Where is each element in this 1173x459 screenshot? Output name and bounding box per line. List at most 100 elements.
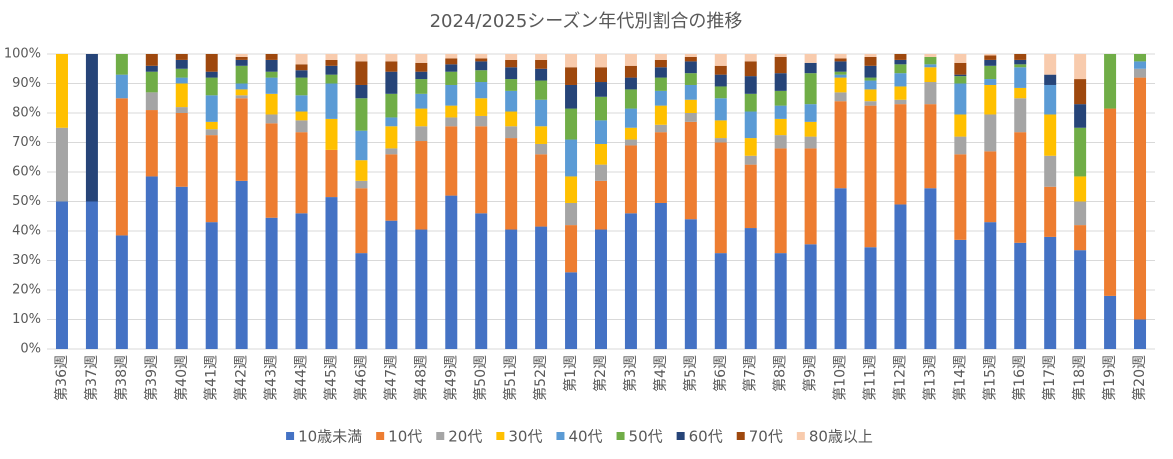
x-tick-label: 第36週 xyxy=(53,355,70,401)
bar-segment xyxy=(445,117,458,127)
bar-segment xyxy=(295,132,308,214)
x-tick-label: 第10週 xyxy=(832,355,849,401)
bar-segment xyxy=(954,114,967,137)
bar-segment xyxy=(1074,127,1087,177)
bar-segment xyxy=(475,70,488,83)
legend-label: 30代 xyxy=(508,428,542,446)
x-tick-label: 第1週 xyxy=(562,355,579,392)
bar-segment xyxy=(744,76,757,94)
bar-segment xyxy=(295,213,308,349)
x-tick-label: 第8週 xyxy=(772,355,789,392)
legend-swatch xyxy=(736,432,745,440)
bar-segment xyxy=(85,54,98,202)
bar-segment xyxy=(654,54,667,60)
bar-segment xyxy=(235,83,248,90)
bar-segment xyxy=(385,126,398,149)
bar-segment xyxy=(744,228,757,349)
bar-segment xyxy=(804,54,817,63)
legend-label: 60代 xyxy=(689,428,723,446)
bar-segment xyxy=(954,62,967,75)
bar-segment xyxy=(714,138,727,143)
bar-segment xyxy=(445,54,458,59)
bar-segment xyxy=(654,202,667,349)
legend-swatch xyxy=(556,432,565,440)
bar-segment xyxy=(535,143,548,155)
bar-segment xyxy=(714,54,727,66)
bar-segment xyxy=(385,93,398,118)
bar-segment xyxy=(355,160,368,181)
bar-segment xyxy=(834,188,847,349)
legend-label: 80歳以上 xyxy=(809,428,873,446)
bar-segment xyxy=(565,272,578,349)
bar-segment xyxy=(924,188,937,349)
bar-segment xyxy=(325,83,338,119)
x-tick-label: 第42週 xyxy=(233,355,250,401)
y-tick-label: 100% xyxy=(4,47,41,62)
bar-segment xyxy=(624,213,637,349)
bar-segment xyxy=(864,89,877,102)
bar-segment xyxy=(205,77,218,96)
bar-segment xyxy=(984,222,997,349)
bar-segment xyxy=(864,105,877,248)
bar-segment xyxy=(864,80,877,90)
bar-segment xyxy=(175,83,188,108)
bar-segment xyxy=(624,89,637,109)
bar-segment xyxy=(415,126,428,142)
legend-label: 10歳未満 xyxy=(298,428,362,446)
bar-segment xyxy=(595,54,607,68)
legend-swatch xyxy=(676,432,685,440)
x-tick-label: 第4週 xyxy=(652,355,669,392)
bar-segment xyxy=(175,107,188,113)
y-tick-label: 10% xyxy=(12,312,41,327)
bar-segment xyxy=(235,65,248,84)
bar-segment xyxy=(834,77,847,93)
bar-segment xyxy=(834,54,847,59)
bar-segment xyxy=(595,229,607,349)
bar-segment xyxy=(1074,201,1087,226)
bar-segment xyxy=(205,135,218,223)
bar-segment xyxy=(505,111,518,127)
x-tick-label: 第2週 xyxy=(592,355,609,392)
bar-segment xyxy=(115,54,128,75)
bar-segment xyxy=(954,54,967,63)
bar-segment xyxy=(1074,225,1087,251)
bar-segment xyxy=(774,148,787,254)
bar-segment xyxy=(235,95,248,99)
bar-segment xyxy=(265,217,278,349)
bar-segment xyxy=(924,67,937,83)
bar-segment xyxy=(894,64,907,74)
bar-segment xyxy=(325,65,338,75)
x-tick-label: 第39週 xyxy=(143,355,160,401)
legend-swatch xyxy=(376,432,385,440)
bar-segment xyxy=(595,96,607,121)
x-tick-label: 第15週 xyxy=(981,355,998,401)
bar-segment xyxy=(385,61,398,72)
bar-segment xyxy=(624,108,637,128)
bar-segment xyxy=(954,76,967,84)
legend-swatch xyxy=(286,432,295,440)
bar-segment xyxy=(774,105,787,119)
y-tick-label: 80% xyxy=(12,106,41,121)
bar-segment xyxy=(804,62,817,74)
x-tick-label: 第47週 xyxy=(382,355,399,401)
bar-segment xyxy=(954,154,967,240)
bar-segment xyxy=(1014,54,1027,60)
bar-segment xyxy=(175,59,188,69)
bar-segment xyxy=(505,54,518,60)
bar-segment xyxy=(744,164,757,229)
bar-segment xyxy=(565,202,578,226)
bar-segment xyxy=(1074,79,1087,105)
bar-segment xyxy=(774,118,787,136)
bar-segment xyxy=(774,253,787,349)
x-tick-label: 第12週 xyxy=(891,355,908,401)
bar-segment xyxy=(205,54,218,72)
bar-segment xyxy=(535,59,548,69)
bar-segment xyxy=(475,61,488,71)
bar-segment xyxy=(954,239,967,349)
x-tick-label: 第16週 xyxy=(1011,355,1028,401)
x-tick-label: 第14週 xyxy=(951,355,968,401)
bar-segment xyxy=(774,73,787,91)
bar-segment xyxy=(1134,61,1147,69)
bar-segment xyxy=(475,98,488,116)
bar-segment xyxy=(505,229,518,349)
